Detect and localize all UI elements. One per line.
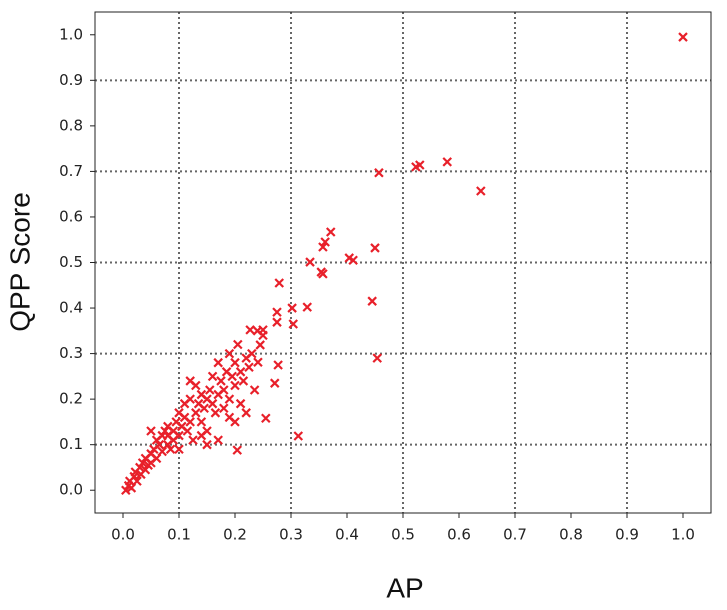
y-axis-title: QPP Score — [4, 192, 35, 332]
point — [258, 325, 268, 335]
point — [196, 417, 207, 427]
point — [202, 439, 212, 450]
point — [245, 325, 255, 335]
point — [137, 458, 148, 468]
x-tick-label: 0.4 — [335, 526, 359, 544]
point — [213, 435, 223, 445]
point — [253, 357, 263, 368]
x-tick-label: 0.5 — [391, 526, 415, 544]
point — [235, 367, 246, 377]
point — [269, 378, 280, 388]
point — [165, 444, 176, 455]
point — [213, 357, 223, 368]
point — [367, 296, 377, 306]
point — [238, 376, 249, 386]
point — [244, 362, 254, 373]
x-tick-label: 0.3 — [279, 526, 303, 544]
point — [219, 385, 229, 395]
point — [219, 403, 229, 414]
point — [293, 431, 304, 441]
x-tick-label: 0.1 — [167, 526, 191, 544]
point — [146, 426, 156, 436]
point — [476, 186, 486, 196]
point — [185, 376, 195, 386]
point — [163, 421, 173, 432]
point — [185, 394, 195, 404]
point — [185, 417, 195, 427]
x-tick-label: 0.7 — [503, 526, 527, 544]
point — [224, 394, 235, 404]
x-axis-title: AP — [386, 572, 423, 603]
y-tick-label: 0.5 — [59, 253, 83, 271]
point — [272, 317, 282, 327]
point — [207, 371, 218, 382]
point — [230, 417, 240, 427]
point — [249, 385, 260, 395]
point — [160, 426, 170, 436]
point — [227, 371, 237, 382]
point — [325, 227, 336, 237]
point — [174, 444, 184, 455]
y-tick-label: 0.3 — [59, 344, 83, 362]
point — [261, 413, 271, 424]
point — [272, 307, 282, 317]
point — [255, 340, 265, 350]
point — [370, 243, 380, 253]
point — [232, 445, 243, 455]
point — [132, 476, 142, 486]
point — [233, 339, 243, 350]
x-tick-label: 0.9 — [615, 526, 639, 544]
point — [174, 430, 184, 441]
y-tick-label: 0.1 — [59, 435, 83, 453]
point — [230, 380, 240, 391]
point — [318, 242, 328, 252]
x-tick-label: 1.0 — [671, 526, 695, 544]
point — [205, 385, 215, 395]
point — [305, 257, 315, 267]
point — [199, 403, 209, 414]
point — [374, 167, 384, 178]
point — [288, 319, 299, 329]
x-tick-label: 0.8 — [559, 526, 583, 544]
point — [247, 348, 257, 359]
point — [678, 32, 688, 42]
y-tick-label: 1.0 — [59, 25, 83, 43]
y-tick-label: 0.2 — [59, 390, 83, 408]
point — [230, 357, 240, 368]
x-tick-label: 0.6 — [447, 526, 471, 544]
point — [442, 157, 453, 167]
point — [224, 348, 235, 359]
point — [182, 426, 193, 436]
point — [207, 398, 218, 409]
point — [372, 353, 383, 363]
x-tick-label: 0.2 — [223, 526, 247, 544]
y-tick-label: 0.9 — [59, 71, 83, 89]
x-tick-label: 0.0 — [111, 526, 135, 544]
point — [188, 435, 198, 445]
point — [241, 408, 251, 418]
point — [274, 278, 285, 288]
point — [121, 485, 131, 496]
point — [320, 237, 330, 247]
y-tick-label: 0.0 — [59, 481, 83, 499]
point — [287, 303, 297, 313]
y-tick-label: 0.7 — [59, 162, 83, 180]
point — [210, 408, 221, 418]
y-tick-label: 0.6 — [59, 207, 83, 225]
plot-frame — [94, 11, 712, 514]
point — [415, 160, 425, 170]
point — [191, 408, 201, 418]
point — [273, 360, 283, 370]
point — [318, 269, 328, 279]
y-tick-label: 0.8 — [59, 116, 83, 134]
point — [302, 302, 313, 312]
point — [216, 376, 226, 386]
point — [348, 255, 358, 266]
point — [235, 398, 246, 409]
point — [154, 439, 165, 450]
point — [196, 430, 207, 441]
y-tick-label: 0.4 — [59, 299, 83, 317]
